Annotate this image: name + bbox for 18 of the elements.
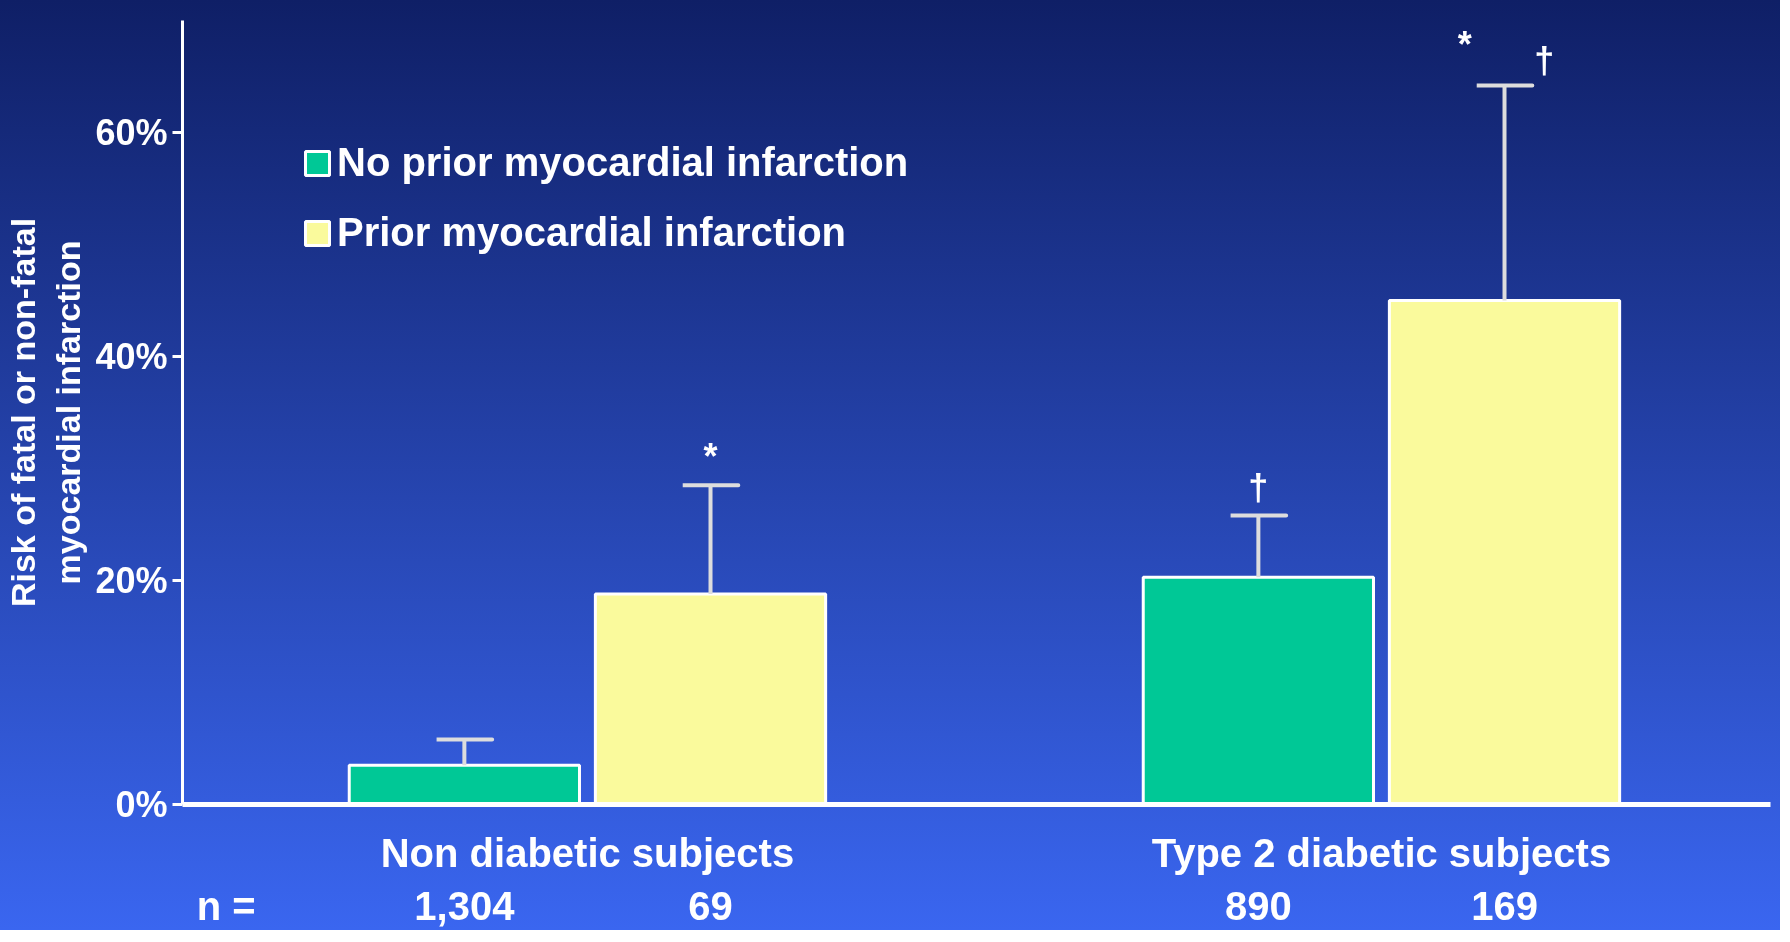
- text: 890: [1225, 883, 1292, 928]
- annotation: *: [1457, 24, 1472, 66]
- y-axis-title: Risk of fatal or non-fatal myocardial infarction: [3, 217, 88, 608]
- y-tick-label: 20%: [95, 560, 168, 601]
- annotation: *: [703, 436, 718, 478]
- text: 69: [688, 883, 733, 928]
- y-tick-label: 60%: [95, 112, 168, 153]
- annotation: †: [1534, 40, 1555, 82]
- text: 1,304: [414, 883, 516, 928]
- legend-label: Prior myocardial infarction: [337, 210, 847, 255]
- data-label: †: [1248, 466, 1269, 508]
- y-tick-label: 0%: [115, 784, 168, 825]
- text: n =: [196, 883, 256, 928]
- legend-label: No prior myocardial infarction: [337, 140, 909, 185]
- x-tick-label: Type 2 diabetic subjects: [1151, 830, 1612, 875]
- text: 169: [1471, 883, 1538, 928]
- x-tick-label: Non diabetic subjects: [380, 830, 795, 875]
- y-tick-label: 40%: [95, 336, 168, 377]
